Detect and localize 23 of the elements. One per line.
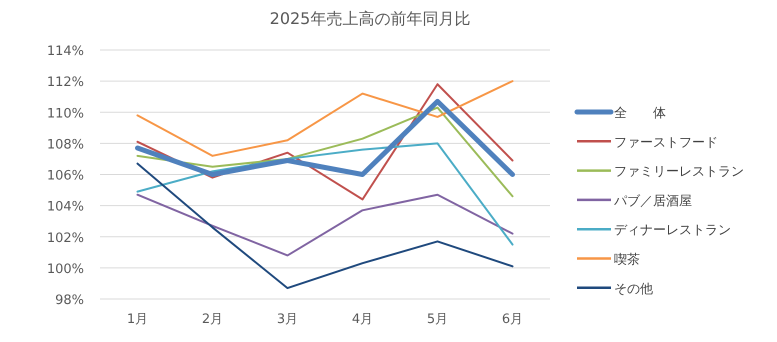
x-tick-label: 1月	[126, 312, 148, 327]
legend-label: 全 体	[614, 106, 666, 121]
chart-title: 2025年売上高の前年同月比	[270, 9, 470, 28]
y-tick-label: 104%	[46, 200, 84, 215]
x-tick-label: 6月	[502, 312, 524, 327]
y-tick-label: 100%	[46, 262, 84, 277]
legend-label: ファーストフード	[614, 135, 718, 150]
x-tick-label: 4月	[352, 312, 374, 327]
x-tick-label: 3月	[276, 312, 298, 327]
x-tick-label: 2月	[202, 312, 224, 327]
legend-label: 喫茶	[614, 252, 640, 268]
legend-label: その他	[614, 282, 653, 297]
y-tick-label: 106%	[46, 168, 84, 184]
x-tick-label: 5月	[426, 312, 448, 327]
y-tick-label: 98%	[55, 293, 84, 308]
y-tick-label: 112%	[46, 75, 84, 90]
legend-label: パブ／居酒屋	[613, 194, 692, 209]
legend-label: ファミリーレストラン	[614, 164, 744, 180]
legend-label: ディナーレストラン	[614, 223, 731, 238]
y-tick-label: 110%	[46, 106, 84, 122]
y-tick-label: 102%	[46, 230, 84, 246]
y-tick-label: 108%	[46, 137, 84, 152]
y-tick-label: 114%	[46, 44, 84, 59]
